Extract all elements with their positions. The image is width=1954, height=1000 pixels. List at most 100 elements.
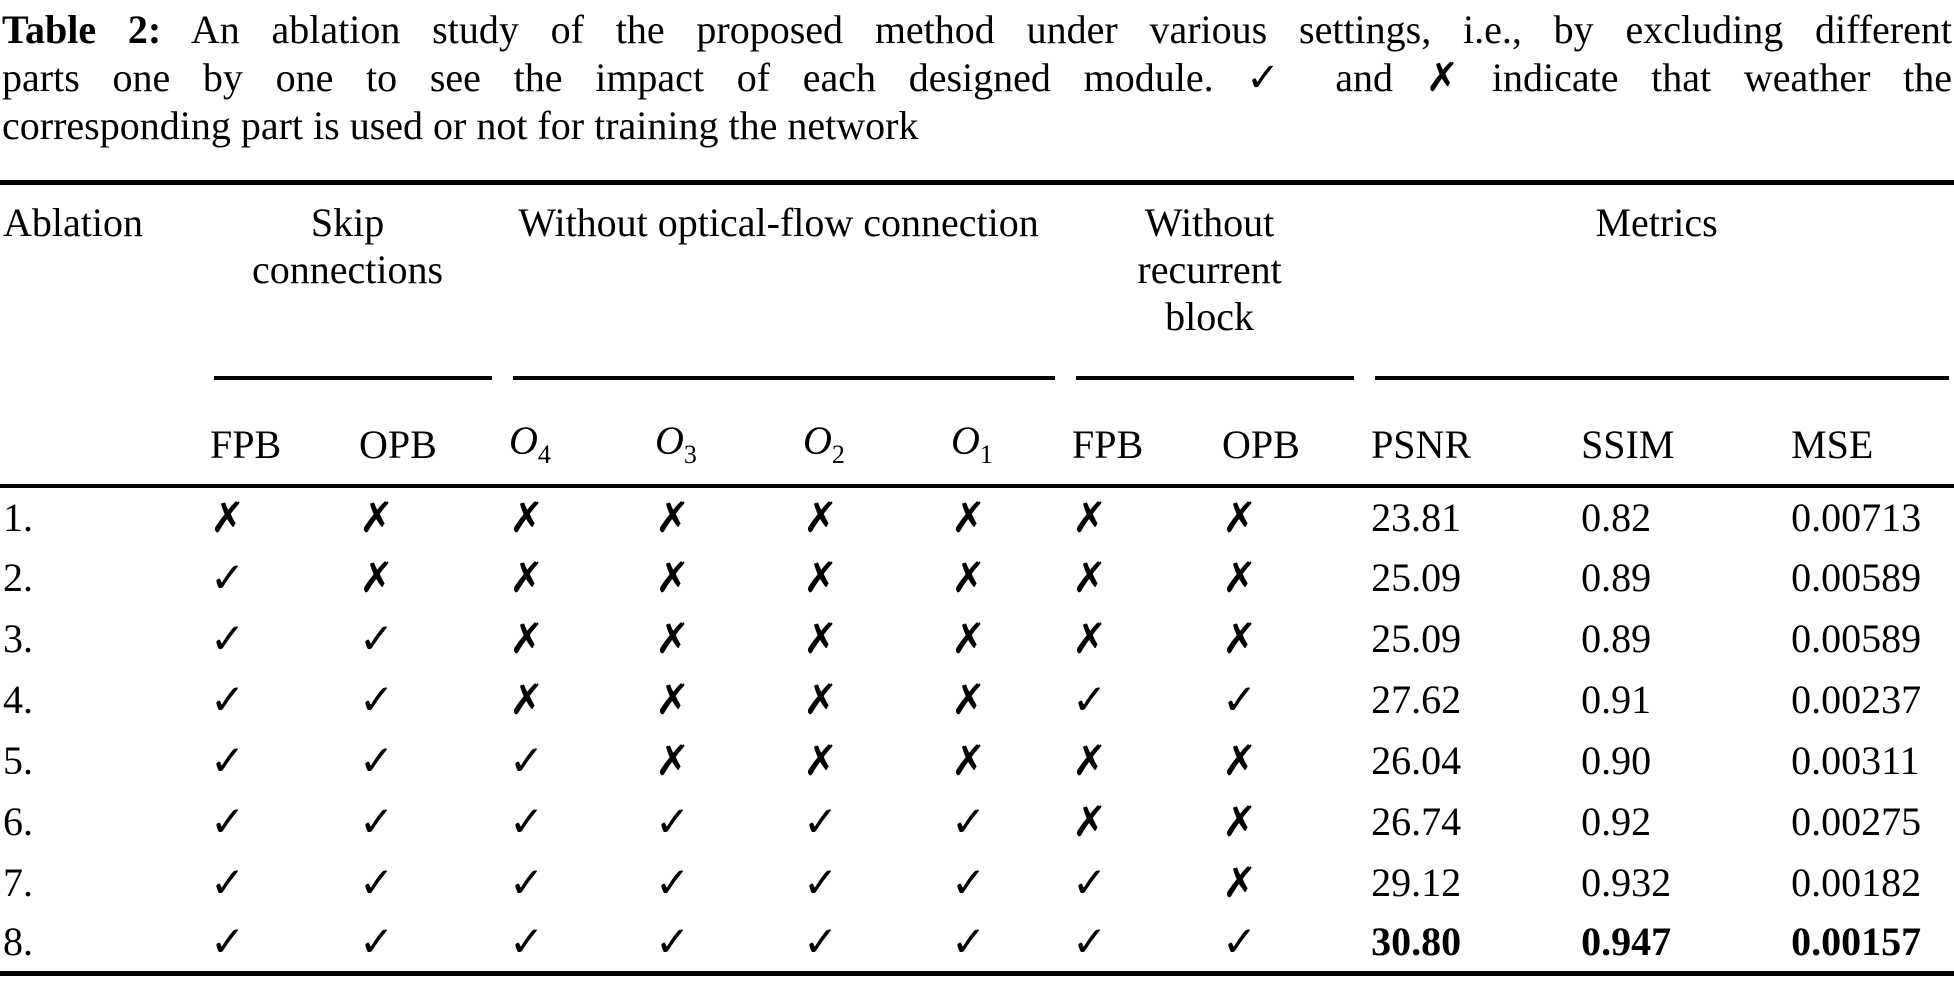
- group-underline: [214, 375, 493, 380]
- cross-mark-icon: ✗: [951, 735, 987, 785]
- row-number-cell: 8.: [3, 919, 33, 965]
- table-row: 3. ✓ ✓ ✗ ✗ ✗ ✗ ✗ ✗ 25.09 0.89 0.00589: [0, 608, 1954, 669]
- row-number-cell: 5.: [3, 737, 33, 783]
- check-mark-icon: ✓: [210, 796, 246, 846]
- cross-mark-icon: ✗: [1072, 492, 1108, 542]
- table-row: 7. ✓ ✓ ✓ ✓ ✓ ✓ ✓ ✗ 29.12 0.932 0.00182: [0, 852, 1954, 913]
- metric-value-cell: 0.00713: [1791, 494, 1922, 540]
- cross-mark-icon: ✗: [1222, 735, 1258, 785]
- column-header-ssim: SSIM: [1569, 389, 1780, 488]
- row-number-cell: 6.: [3, 798, 33, 844]
- metric-value-cell: 0.932: [1581, 859, 1672, 905]
- check-mark-icon: ✓: [1222, 674, 1258, 724]
- row-number-cell: 1.: [3, 494, 33, 540]
- group-underline: [513, 375, 1056, 380]
- group-underline-row: [0, 375, 1954, 390]
- column-header-o4: O4: [497, 389, 644, 488]
- cross-mark-icon: ✗: [803, 552, 839, 602]
- group-header-skip-connections: Skip connections: [251, 200, 444, 292]
- caption-text: An ablation study of the proposed method…: [161, 7, 1952, 52]
- metric-value-cell: 0.91: [1581, 676, 1652, 722]
- cross-mark-icon: ✗: [951, 674, 987, 724]
- column-header-row: FPB OPB O4 O3 O2 O1 FPB OPB PSNR SSIM MS…: [0, 389, 1954, 488]
- metric-value-cell: 0.00157: [1791, 919, 1922, 965]
- cross-mark-icon: ✗: [803, 492, 839, 542]
- group-underline: [1375, 375, 1950, 380]
- metric-value-cell: 0.00589: [1791, 554, 1922, 600]
- caption-text: corresponding part is used or not for tr…: [2, 103, 919, 148]
- table-body: 1. ✗ ✗ ✗ ✗ ✗ ✗ ✗ ✗ 23.81 0.82 0.00713 2. ✓ ✗ ✗ ✗ ✗ ✗ ✗ ✗ 25.0…: [0, 486, 1954, 974]
- check-mark-icon: ✓: [509, 917, 545, 967]
- caption-line: parts one by one to see the impact of ea…: [2, 54, 1952, 102]
- group-header-without-optical-flow-connection: Without optical-flow connection: [518, 200, 1039, 245]
- check-mark-icon: ✓: [359, 735, 395, 785]
- metric-value-cell: 0.00182: [1791, 859, 1922, 905]
- table-row: 2. ✓ ✗ ✗ ✗ ✗ ✗ ✗ ✗ 25.09 0.89 0.00589: [0, 547, 1954, 608]
- check-mark-icon: ✓: [1072, 674, 1108, 724]
- cross-mark-icon: ✗: [1072, 552, 1108, 602]
- column-header-skip-opb: OPB: [347, 389, 498, 488]
- group-underline: [1076, 375, 1355, 380]
- check-mark-icon: ✓: [359, 796, 395, 846]
- check-mark-icon: ✓: [803, 917, 839, 967]
- column-header-o3: O3: [643, 389, 792, 488]
- check-mark-icon: ✓: [1072, 917, 1108, 967]
- metric-value-cell: 25.09: [1371, 615, 1462, 661]
- metric-value-cell: 0.00237: [1791, 676, 1922, 722]
- check-mark-icon: ✓: [655, 917, 691, 967]
- cross-mark-icon: ✗: [1222, 492, 1258, 542]
- cross-mark-icon: ✗: [951, 492, 987, 542]
- check-mark-icon: ✓: [803, 796, 839, 846]
- cross-mark-icon: ✗: [509, 492, 545, 542]
- check-mark-icon: ✓: [210, 552, 246, 602]
- check-mark-icon: ✓: [951, 796, 987, 846]
- cross-mark-icon: ✗: [655, 735, 691, 785]
- cross-mark-icon: ✗: [655, 674, 691, 724]
- table-row: 1. ✗ ✗ ✗ ✗ ✗ ✗ ✗ ✗ 23.81 0.82 0.00713: [0, 486, 1954, 547]
- table-row: 8. ✓ ✓ ✓ ✓ ✓ ✓ ✓ ✓ 30.80 0.947 0.00157: [0, 913, 1954, 974]
- column-header-o1: O1: [939, 389, 1061, 488]
- check-mark-icon: ✓: [951, 857, 987, 907]
- metric-value-cell: 27.62: [1371, 676, 1462, 722]
- cross-mark-icon: ✗: [210, 492, 246, 542]
- cross-mark-icon: ✗: [655, 492, 691, 542]
- table-caption: Table 2: An ablation study of the propos…: [0, 0, 1954, 150]
- metric-value-cell: 23.81: [1371, 494, 1462, 540]
- metric-value-cell: 0.90: [1581, 737, 1652, 783]
- check-mark-icon: ✓: [951, 917, 987, 967]
- group-underline-cell: [1060, 375, 1359, 390]
- cross-mark-icon: ✗: [1072, 735, 1108, 785]
- cross-mark-icon: ✗: [951, 552, 987, 602]
- metric-value-cell: 26.04: [1371, 737, 1462, 783]
- group-underline-cell: [198, 375, 497, 390]
- column-header-recurrent-opb: OPB: [1210, 389, 1360, 488]
- column-header-o2: O2: [791, 389, 940, 488]
- table-row: 4. ✓ ✓ ✗ ✗ ✗ ✗ ✓ ✓ 27.62 0.91 0.00237: [0, 669, 1954, 730]
- cross-mark-icon: ✗: [359, 552, 395, 602]
- metric-value-cell: 25.09: [1371, 554, 1462, 600]
- row-number-cell: 4.: [3, 676, 33, 722]
- caption-table-label: Table 2:: [2, 7, 162, 52]
- caption-line: corresponding part is used or not for tr…: [2, 102, 1952, 150]
- ablation-table: Ablation Skip connections Without optica…: [0, 180, 1954, 976]
- group-header-metrics: Metrics: [1595, 200, 1718, 245]
- metric-value-cell: 0.947: [1581, 919, 1672, 965]
- cross-mark-icon: ✗: [1222, 552, 1258, 602]
- check-mark-icon: ✓: [1222, 917, 1258, 967]
- metric-value-cell: 30.80: [1371, 919, 1462, 965]
- column-header-recurrent-fpb: FPB: [1060, 389, 1211, 488]
- check-mark-icon: ✓: [655, 796, 691, 846]
- metric-value-cell: 0.89: [1581, 615, 1652, 661]
- cross-mark-icon: ✗: [1222, 796, 1258, 846]
- group-underline-cell: [497, 375, 1060, 390]
- cross-mark-icon: ✗: [509, 552, 545, 602]
- cross-mark-icon: ✗: [655, 552, 691, 602]
- metric-value-cell: 0.82: [1581, 494, 1652, 540]
- check-mark-icon: ✓: [210, 917, 246, 967]
- cross-mark-icon: ✗: [951, 613, 987, 663]
- cross-mark-icon: ✗: [803, 735, 839, 785]
- group-underline-cell: [1359, 375, 1954, 390]
- row-number-cell: 2.: [3, 554, 33, 600]
- caption-text: parts one by one to see the impact of ea…: [2, 55, 1952, 100]
